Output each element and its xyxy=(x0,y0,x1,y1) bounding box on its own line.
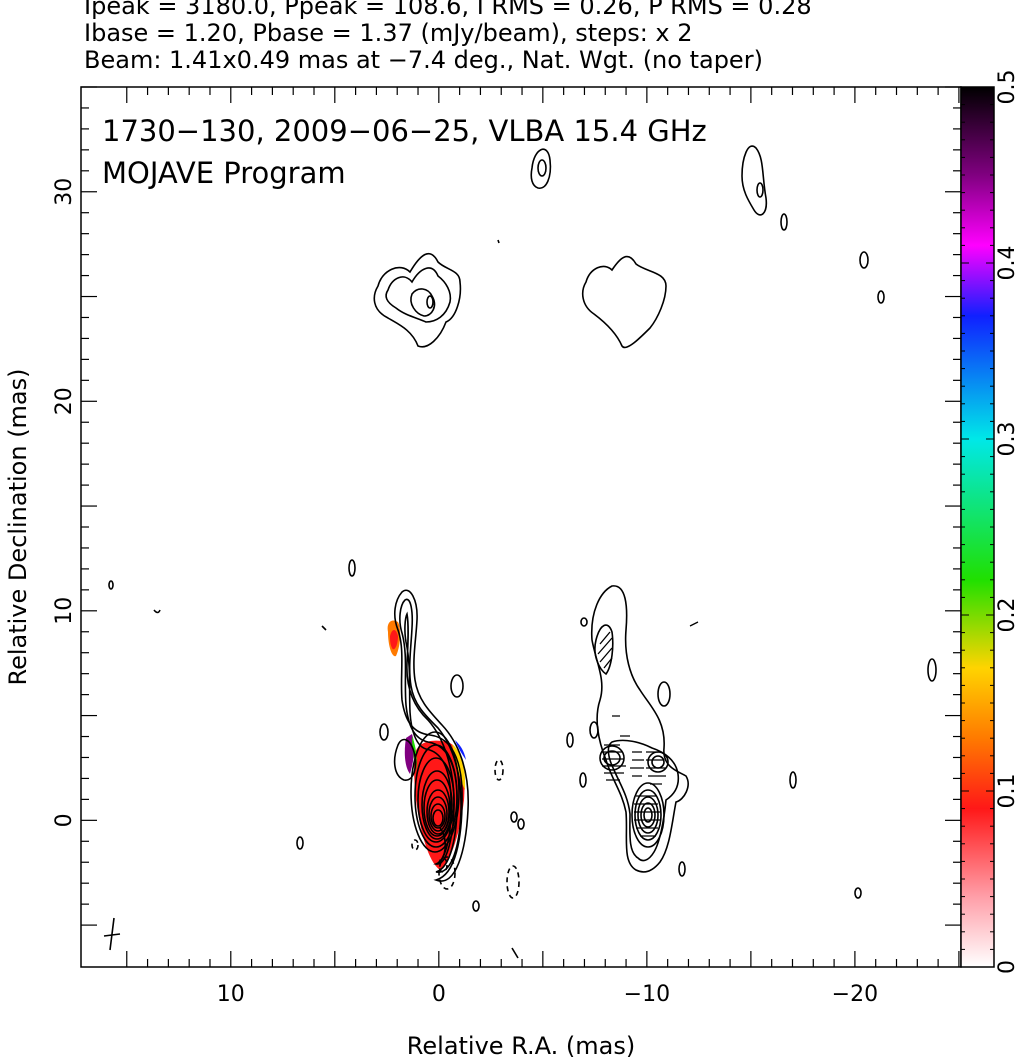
polarized-contour xyxy=(599,745,625,771)
colorbar-tick-label: 0.3 xyxy=(995,422,1020,457)
cloud-contour xyxy=(789,771,797,789)
cloud-contour xyxy=(497,239,500,244)
isolated-contour xyxy=(108,580,114,590)
y-tick-label: 30 xyxy=(52,178,77,206)
polarized-contour xyxy=(647,751,669,773)
chart-title: 1730−130, 2009−06−25, VLBA 15.4 GHz xyxy=(102,114,707,148)
core-contour xyxy=(430,803,446,829)
isolated-contour xyxy=(321,625,327,631)
x-tick-label: −10 xyxy=(624,982,670,1007)
isolated-contour xyxy=(348,559,356,577)
polarized-contour xyxy=(634,789,662,841)
cloud-contour xyxy=(410,288,436,317)
cloud-contour xyxy=(426,295,434,309)
header-beam-line: Beam: 1.41x0.49 mas at −7.4 deg., Nat. W… xyxy=(84,46,763,74)
negative-contour xyxy=(438,856,456,890)
polarized-contour xyxy=(640,802,656,828)
plot-frame xyxy=(80,86,962,968)
cloud-contour xyxy=(581,255,667,349)
colorbar-tick-label: 0 xyxy=(995,960,1020,974)
jet-contour xyxy=(439,827,447,863)
core-contour xyxy=(421,770,453,840)
core-contour xyxy=(423,779,451,837)
negative-contour xyxy=(494,759,504,781)
core-contour xyxy=(432,809,444,827)
polarized-contour xyxy=(657,681,671,707)
cloud-contour xyxy=(385,267,452,323)
jet-contour xyxy=(404,611,455,865)
y-tick-label: 0 xyxy=(52,813,77,827)
polarized-contour xyxy=(594,624,614,676)
isolated-contour xyxy=(472,900,480,912)
colorbar-tick-label: 0.4 xyxy=(995,246,1020,281)
y-tick-label: 10 xyxy=(52,597,77,625)
colorbar-tick-label: 0.1 xyxy=(995,774,1020,809)
x-tick-label: −20 xyxy=(832,982,878,1007)
beam-ellipse-marker xyxy=(103,917,121,951)
colorbar-gradient xyxy=(960,86,995,968)
cloud-contour xyxy=(741,145,768,216)
header-peak-rms-line: Ipeak = 3180.0, Ppeak = 108.6, I RMS = 0… xyxy=(84,0,812,20)
total-intensity-contours xyxy=(108,145,937,959)
polarized-contour xyxy=(566,732,574,748)
negative-contour xyxy=(411,839,419,851)
polarized-contour xyxy=(651,755,665,769)
cloud-contour xyxy=(373,252,462,348)
pol-region-knot-inner xyxy=(390,630,398,650)
isolated-contour xyxy=(296,836,304,850)
polarized-contour xyxy=(607,739,680,862)
isolated-contour xyxy=(450,674,464,698)
polarized-contour xyxy=(589,721,599,739)
pol-region-jet-edge xyxy=(404,734,415,774)
core-contour xyxy=(428,796,448,832)
polarized-contour xyxy=(631,782,665,848)
colorbar-tick-label: 0.5 xyxy=(995,70,1020,105)
negative-contour xyxy=(438,857,448,873)
cloud-contour xyxy=(927,658,937,682)
isolated-contour xyxy=(517,818,525,830)
isolated-contour xyxy=(511,947,519,959)
jet-contour xyxy=(393,589,469,882)
y-tick-label: 20 xyxy=(52,387,77,415)
evpa-vectors xyxy=(597,621,699,837)
x-axis-label: Relative R.A. (mas) xyxy=(407,1032,635,1060)
cloud-contour xyxy=(877,290,885,304)
jet-contour xyxy=(399,598,462,873)
colorbar: 0 0.1 0.2 0.3 0.4 0.5 xyxy=(960,70,1020,974)
jet-contour xyxy=(393,738,417,781)
polarized-contour xyxy=(590,585,689,873)
isolated-contour xyxy=(510,811,518,823)
colorbar-tick-label: 0.2 xyxy=(995,598,1020,633)
cloud-contour xyxy=(780,213,788,231)
header-base-steps-line: Ibase = 1.20, Pbase = 1.37 (mJy/beam), s… xyxy=(84,19,693,47)
polarized-contour xyxy=(678,861,686,877)
pol-region-core-edge-blue xyxy=(455,740,466,760)
polarized-contour xyxy=(579,772,587,788)
negative-contour xyxy=(506,865,520,899)
core-contour xyxy=(410,731,460,853)
cloud-contour xyxy=(854,887,862,899)
core-contour xyxy=(426,789,450,835)
polarized-contour xyxy=(637,796,659,834)
cloud-contour xyxy=(530,148,552,189)
polarized-contour xyxy=(580,617,588,627)
fractional-polarization-color-layer xyxy=(387,620,466,870)
polarized-contour xyxy=(603,750,621,766)
isolated-contour xyxy=(379,723,389,741)
x-tick-label: 0 xyxy=(432,982,446,1007)
cloud-contour xyxy=(756,182,764,198)
axes: 10 0 −10 −20 0 10 20 30 xyxy=(52,86,962,1007)
isolated-contour xyxy=(153,609,161,614)
chart-subtitle: MOJAVE Program xyxy=(102,156,346,190)
cloud-contour xyxy=(859,251,869,269)
x-tick-label: 10 xyxy=(217,982,245,1007)
cloud-contour xyxy=(537,159,547,177)
y-axis-label: Relative Declination (mas) xyxy=(4,368,32,685)
polarized-contour xyxy=(643,807,653,823)
